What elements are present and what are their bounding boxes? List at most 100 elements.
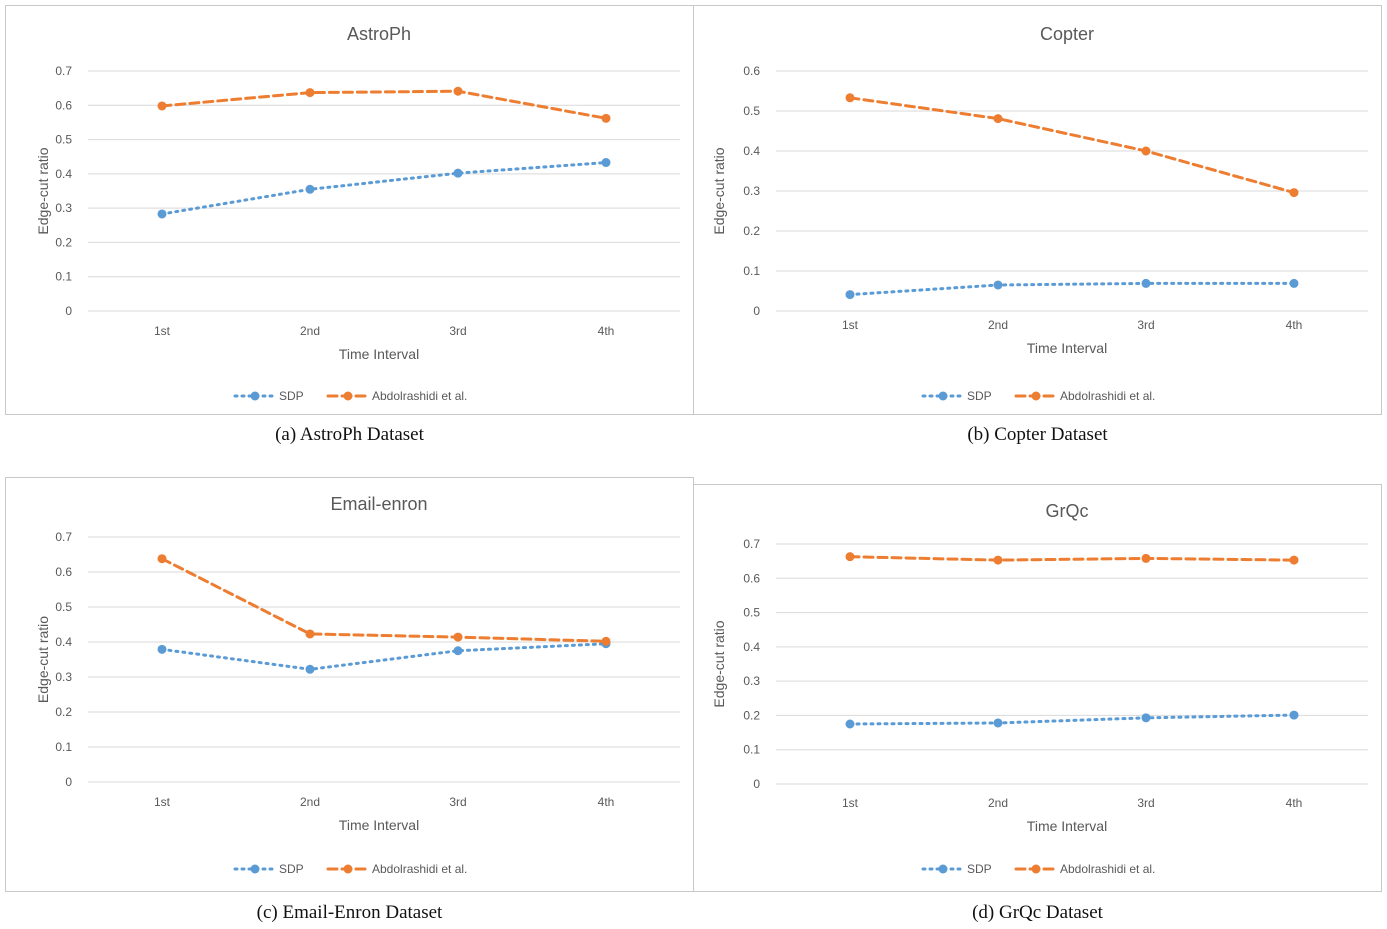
y-tick-label: 0.2: [743, 224, 760, 238]
y-tick-label: 0: [753, 304, 760, 318]
y-tick-label: 0.7: [55, 64, 72, 78]
y-tick-label: 0.6: [743, 64, 760, 78]
x-tick-label: 3rd: [449, 795, 466, 809]
legend-marker-sdp: [938, 391, 948, 401]
data-point-abdolrashidi: [1289, 555, 1299, 565]
legend-label-abdolrashidi: Abdolrashidi et al.: [372, 862, 467, 876]
legend-marker-abdolrashidi: [343, 864, 353, 874]
chart-email-enron: Email-enron 0 0.1 0.2 0.3 0.4 0.5 0.6 0.7 1st 2nd 3…: [35, 494, 680, 876]
y-tick-label: 0.3: [743, 184, 760, 198]
legend-label-sdp: SDP: [279, 389, 304, 403]
chart-panel-grqc: GrQc 0 0.1 0.2 0.3 0.4 0.5 0.6 0.7 1st 2nd 3rd 4th Ti…: [693, 484, 1382, 892]
legend-label-abdolrashidi: Abdolrashidi et al.: [1060, 389, 1155, 403]
x-axis-label: Time Interval: [339, 346, 419, 362]
data-point-abdolrashidi: [305, 629, 315, 639]
series-line-sdp: [848, 281, 1296, 297]
data-point-sdp: [157, 644, 167, 654]
data-point-sdp: [1289, 710, 1299, 720]
data-point-sdp: [845, 719, 855, 729]
data-point-sdp: [1141, 713, 1151, 723]
chart-panel-copter: Copter 0 0.1 0.2 0.3 0.4 0.5 0.6 1st 2nd 3rd 4th Tim…: [693, 5, 1382, 415]
series-line-sdp: [160, 642, 608, 671]
x-tick-label: 4th: [1286, 796, 1303, 810]
legend-label-sdp: SDP: [967, 389, 992, 403]
y-tick-label: 0.3: [55, 201, 72, 215]
y-tick-label: 0.3: [55, 670, 72, 684]
figure-caption-b: (b) Copter Dataset: [967, 424, 1108, 445]
y-axis-label: Edge-cut ratio: [35, 147, 51, 234]
y-tick-label: 0.7: [743, 537, 760, 551]
data-point-abdolrashidi: [453, 632, 463, 642]
legend-label-sdp: SDP: [967, 862, 992, 876]
x-tick-label: 1st: [154, 324, 171, 338]
figure-caption-a: (a) AstroPh Dataset: [275, 424, 424, 445]
x-tick-label: 2nd: [300, 324, 320, 338]
data-point-abdolrashidi: [157, 554, 167, 564]
data-point-abdolrashidi: [601, 636, 611, 646]
data-point-sdp: [993, 280, 1003, 290]
x-axis-label: Time Interval: [339, 817, 419, 833]
chart-panel-email-enron: Email-enron 0 0.1 0.2 0.3 0.4 0.5 0.6 0.7 1st 2nd 3…: [5, 477, 694, 892]
x-tick-label: 3rd: [1137, 796, 1154, 810]
series-line-sdp: [160, 161, 608, 216]
data-point-abdolrashidi: [1141, 146, 1151, 156]
data-point-abdolrashidi: [1289, 188, 1299, 198]
legend-marker-abdolrashidi: [343, 391, 353, 401]
data-point-abdolrashidi: [157, 101, 167, 111]
data-point-sdp: [157, 209, 167, 219]
y-tick-label: 0: [65, 304, 72, 318]
y-tick-label: 0.4: [55, 167, 72, 181]
data-point-sdp: [453, 168, 463, 178]
y-tick-label: 0.1: [743, 264, 760, 278]
y-tick-label: 0.4: [743, 640, 760, 654]
x-tick-label: 2nd: [988, 796, 1008, 810]
chart-title: GrQc: [1046, 501, 1089, 521]
y-tick-label: 0.4: [55, 635, 72, 649]
data-point-sdp: [845, 290, 855, 300]
chart-title: Copter: [1040, 24, 1094, 44]
x-tick-label: 2nd: [988, 318, 1008, 332]
legend-label-abdolrashidi: Abdolrashidi et al.: [1060, 862, 1155, 876]
data-point-sdp: [1141, 278, 1151, 288]
chart-astroph: AstroPh 0 0.1 0.2 0.3 0.4 0.5 0.6 0.7 1st 2nd 3rd 4t…: [35, 24, 680, 403]
y-tick-label: 0.1: [55, 740, 72, 754]
y-tick-label: 0: [65, 775, 72, 789]
legend-marker-sdp: [250, 864, 260, 874]
legend-marker-sdp: [250, 391, 260, 401]
y-axis-label: Edge-cut ratio: [711, 147, 727, 234]
data-point-abdolrashidi: [845, 93, 855, 103]
x-tick-label: 1st: [154, 795, 171, 809]
y-tick-label: 0.5: [743, 606, 760, 620]
data-point-abdolrashidi: [993, 555, 1003, 565]
data-point-abdolrashidi: [1141, 553, 1151, 563]
series-line-abdolrashidi: [848, 555, 1296, 562]
data-point-sdp: [305, 184, 315, 194]
data-point-abdolrashidi: [453, 86, 463, 96]
x-tick-label: 2nd: [300, 795, 320, 809]
y-tick-label: 0.2: [55, 705, 72, 719]
data-point-sdp: [453, 646, 463, 656]
legend-marker-sdp: [938, 864, 948, 874]
x-axis-label: Time Interval: [1027, 340, 1107, 356]
x-tick-label: 1st: [842, 796, 859, 810]
chart-grqc: GrQc 0 0.1 0.2 0.3 0.4 0.5 0.6 0.7 1st 2nd 3rd 4th Ti…: [711, 501, 1368, 876]
legend-label-sdp: SDP: [279, 862, 304, 876]
y-tick-label: 0.1: [743, 743, 760, 757]
data-point-abdolrashidi: [601, 113, 611, 123]
y-tick-label: 0.5: [55, 600, 72, 614]
y-tick-label: 0.6: [55, 98, 72, 112]
data-point-sdp: [305, 664, 315, 674]
y-tick-label: 0.5: [743, 104, 760, 118]
chart-title: Email-enron: [330, 494, 427, 514]
y-tick-label: 0.6: [743, 571, 760, 585]
x-tick-label: 3rd: [1137, 318, 1154, 332]
y-tick-label: 0: [753, 777, 760, 791]
x-tick-label: 4th: [1286, 318, 1303, 332]
y-tick-label: 0.7: [55, 530, 72, 544]
data-point-abdolrashidi: [845, 552, 855, 562]
series-line-sdp: [848, 713, 1296, 726]
figure-caption-d: (d) GrQc Dataset: [972, 902, 1103, 923]
data-point-sdp: [1289, 278, 1299, 288]
data-point-abdolrashidi: [305, 88, 315, 98]
legend-marker-abdolrashidi: [1031, 864, 1041, 874]
